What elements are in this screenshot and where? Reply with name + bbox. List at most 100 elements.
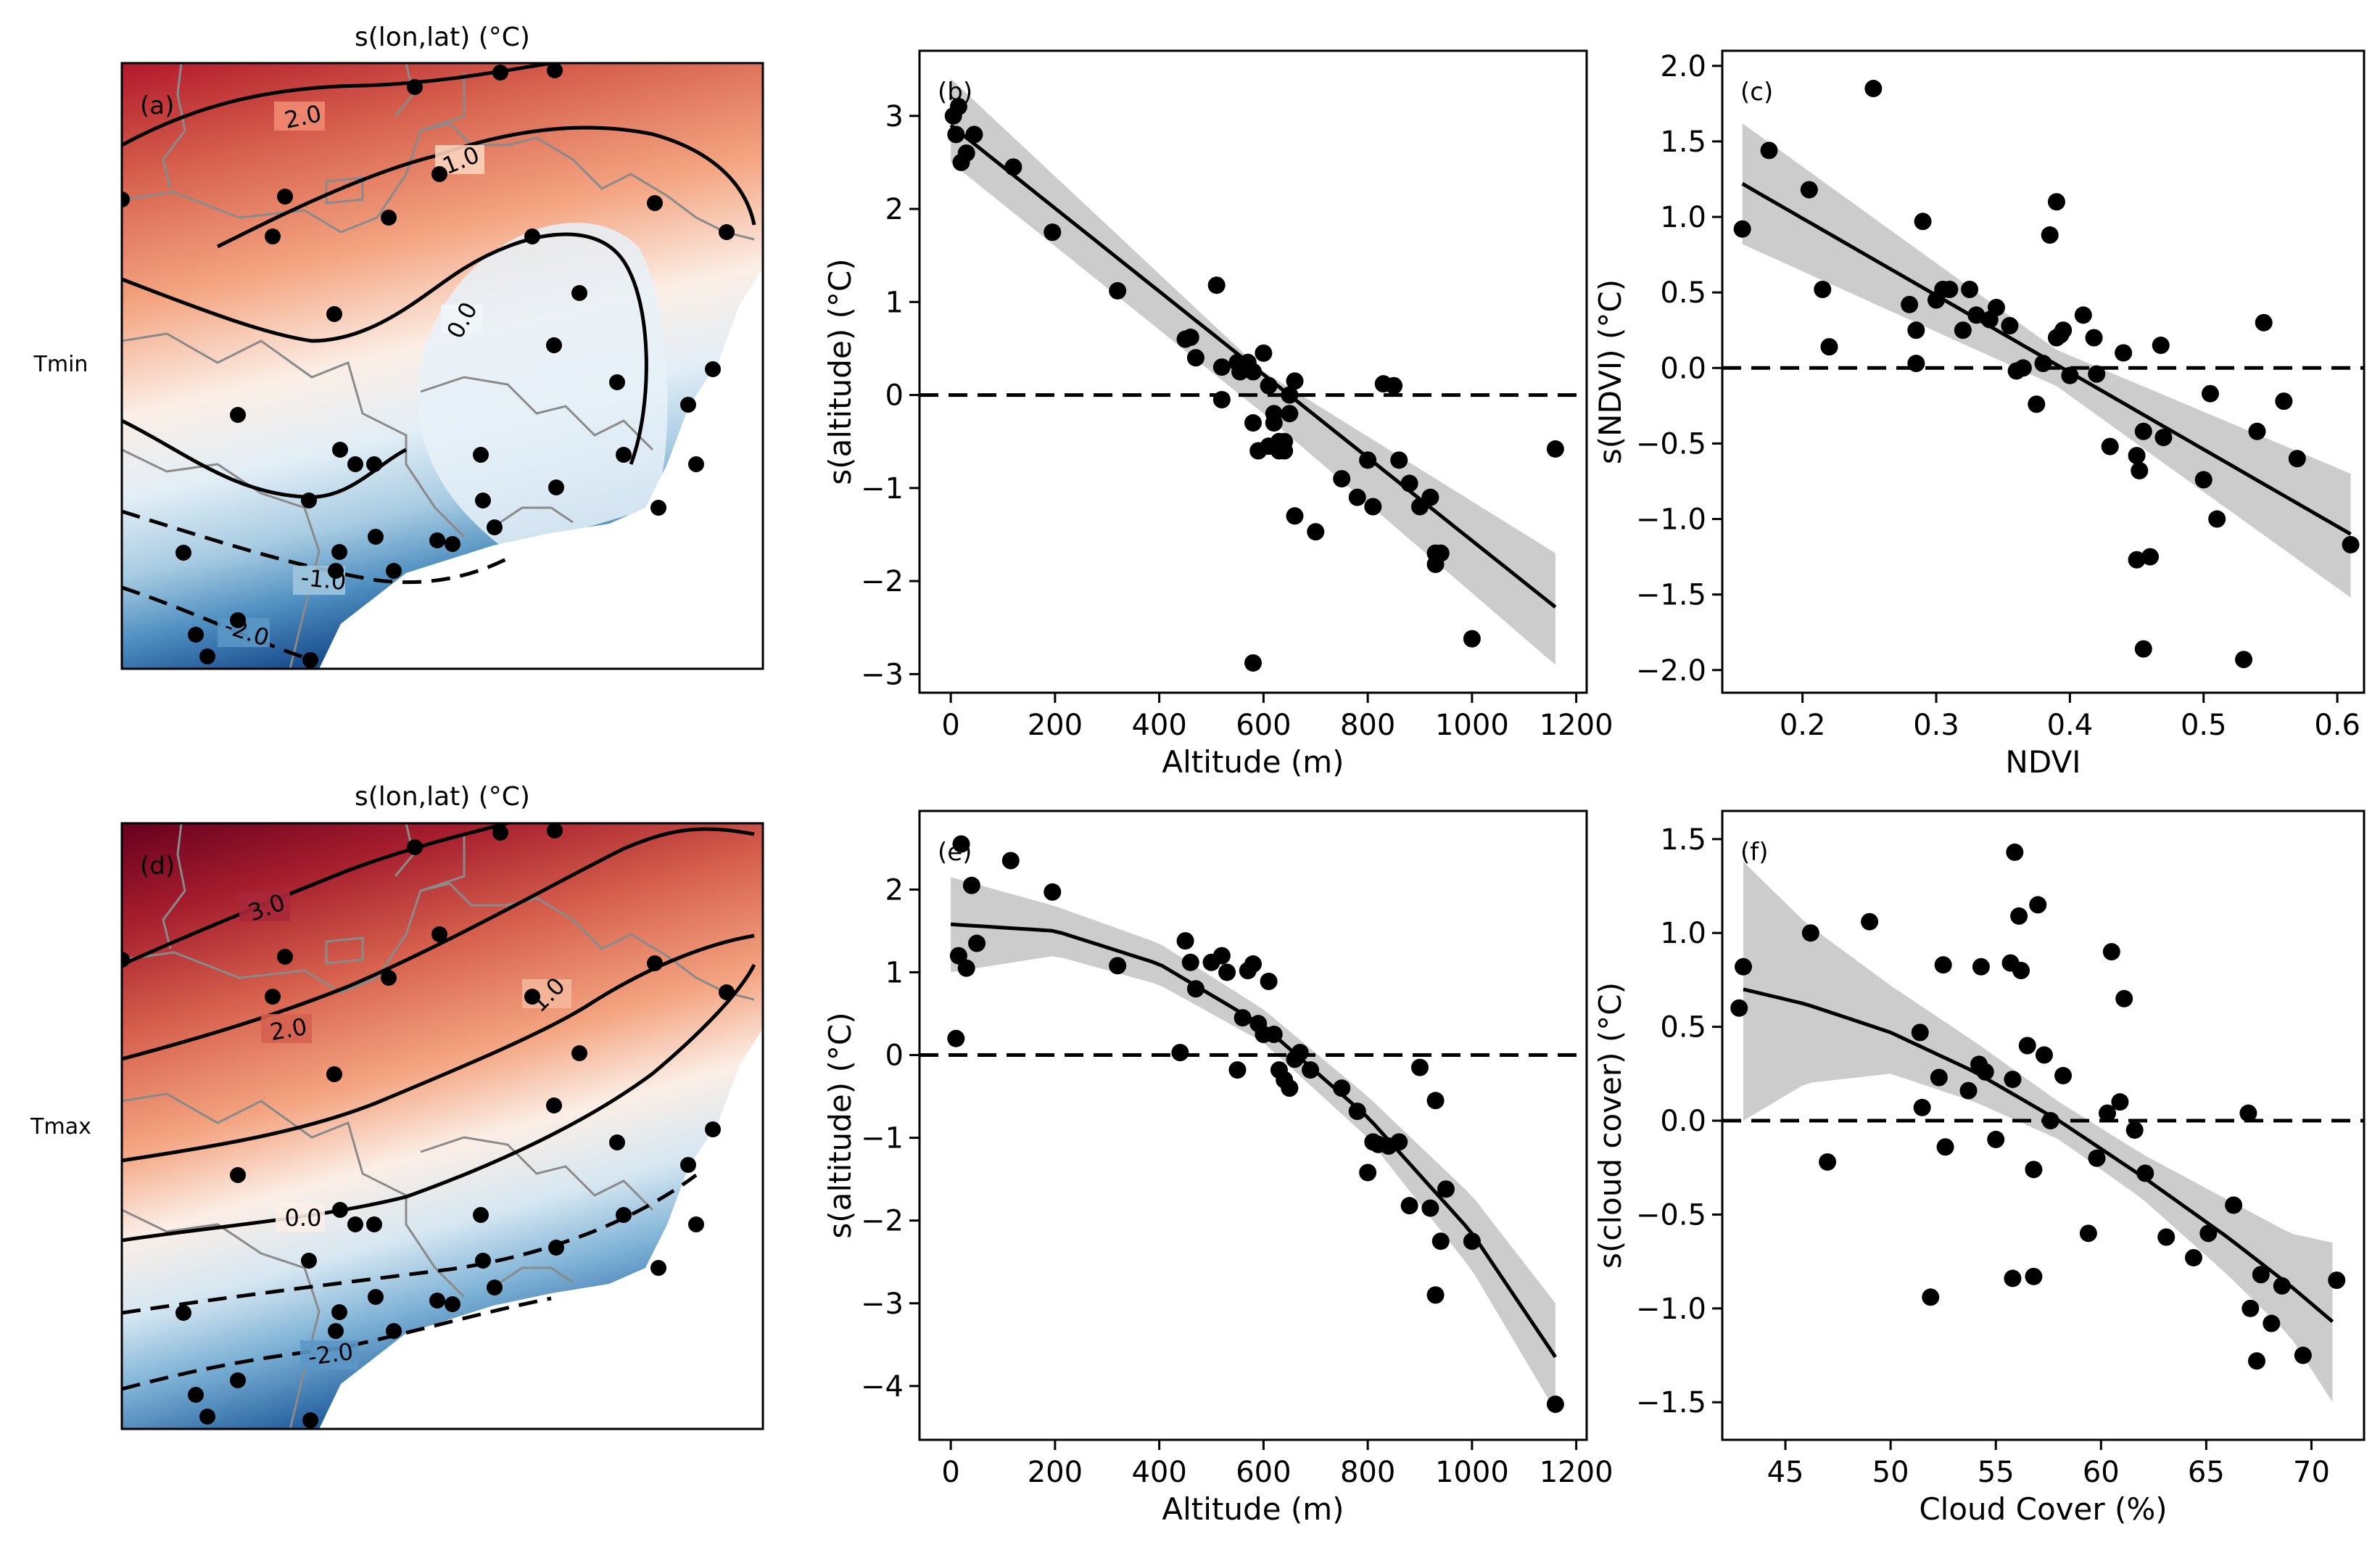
data-point-b [1260, 376, 1278, 395]
data-point-f [1922, 1288, 1940, 1306]
data-point-c [2054, 321, 2073, 339]
y-axis-label-e: s(altitude) (°C) [822, 1012, 858, 1238]
x-tick-label-b: 1000 [1435, 709, 1509, 742]
data-point-b [1244, 654, 1262, 672]
data-point-e [1302, 1061, 1320, 1079]
data-point-c [2001, 316, 2019, 334]
contour-label-d-5: -2.0 [306, 1338, 355, 1371]
x-axis-label-e: Altitude (m) [1162, 1491, 1344, 1527]
x-tick-label-c: 0.3 [1913, 709, 1959, 742]
x-tick-label-f: 60 [2083, 1456, 2120, 1489]
data-point-c [1961, 281, 1979, 299]
data-point-f [1911, 1023, 1929, 1042]
data-point-c [2131, 461, 2149, 479]
data-point-f [1819, 1153, 1837, 1171]
row-label-tmin: Tmin [33, 352, 88, 377]
data-point-c [2101, 437, 2119, 456]
data-point-b [1281, 405, 1299, 423]
data-point-c [2154, 429, 2173, 447]
x-tick-label-e: 200 [1028, 1456, 1083, 1489]
data-point-e [1437, 1180, 1455, 1198]
data-point-e [1348, 1103, 1366, 1121]
data-point-c [2134, 422, 2152, 440]
data-point-e [949, 947, 967, 965]
data-point-e [1431, 1232, 1450, 1251]
map-panel-d: s(lon,lat) (°C) [120, 782, 764, 1430]
data-point-e [1186, 980, 1205, 998]
data-point-f [2111, 1093, 2129, 1111]
data-point-c [1954, 321, 1972, 339]
x-tick-label-b: 400 [1131, 709, 1186, 742]
data-point-b [1212, 358, 1231, 376]
data-point-b [1385, 376, 1403, 395]
data-point-f [1913, 1098, 1931, 1116]
contour-labels-a: 2.0 1.0 0.0 -1.0 -2.0 [218, 99, 484, 652]
data-point-c [2141, 548, 2159, 566]
data-point-f [1976, 1063, 1994, 1081]
y-tick-label-e: −4 [861, 1370, 904, 1404]
data-point-c [2342, 535, 2360, 553]
data-point-f [2252, 1266, 2270, 1284]
chart-panel-c: 0.2 0.3 0.4 0.5 0.6 −2.0 −1.5 −1.0 −0.5 0.0 0.5 1.0… [1592, 49, 2365, 780]
y-tick-label-b: 3 [885, 100, 904, 133]
data-point-f [2125, 1121, 2144, 1139]
x-tick-label-e: 1200 [1540, 1456, 1613, 1489]
data-point-f [2115, 989, 2133, 1008]
data-point-e [1218, 963, 1236, 981]
x-tick-label-c: 0.4 [2047, 709, 2094, 742]
axes-frame-e [918, 809, 1588, 1441]
data-point-b [1109, 281, 1127, 300]
data-point-f [2025, 1267, 2043, 1285]
data-point-b [1421, 488, 1439, 506]
data-point-f [2263, 1314, 2281, 1332]
data-point-e [1244, 955, 1262, 973]
y-tick-label-c: −1.0 [1636, 503, 1706, 537]
data-point-e [1400, 1197, 1418, 1215]
y-tick-label-c: 0.0 [1660, 352, 1706, 385]
data-point-c [2201, 384, 2219, 403]
contours-d [122, 823, 756, 1391]
data-point-e [1390, 1133, 1408, 1151]
data-point-c [2152, 337, 2170, 355]
data-point-b [1286, 372, 1304, 390]
data-point-e [1176, 932, 1194, 950]
data-point-c [1760, 141, 1778, 160]
data-point-c [1907, 321, 1925, 339]
data-point-b [1276, 432, 1294, 450]
x-tick-label-f: 70 [2293, 1456, 2330, 1489]
data-point-e [1181, 953, 1199, 971]
x-tick-label-b: 0 [941, 709, 959, 742]
data-point-b [1400, 474, 1418, 493]
data-point-f [2004, 1071, 2022, 1089]
y-axis-label-b: s(altitude) (°C) [822, 258, 858, 485]
axes-frame-c [1721, 49, 2365, 694]
data-point-c [2128, 447, 2146, 465]
data-point-f [2273, 1277, 2291, 1295]
data-point-b [1390, 451, 1408, 469]
row-label-tmax: Tmax [30, 1114, 91, 1140]
data-point-e [1044, 883, 1062, 901]
data-point-b [1546, 440, 1564, 458]
y-tick-label-e: 2 [885, 873, 904, 907]
x-tick-label-e: 1000 [1435, 1456, 1509, 1489]
data-point-f [2239, 1104, 2257, 1122]
chart-panel-b: 0 200 400 600 800 1000 1200 −3 −2 −1 0 1 2 3 Altitude … [822, 49, 1613, 780]
data-point-e [1426, 1092, 1445, 1110]
data-point-c [2288, 450, 2306, 468]
data-point-e [1234, 1009, 1252, 1027]
data-point-b [1333, 470, 1351, 487]
data-point-b [1281, 386, 1299, 404]
data-point-c [2047, 193, 2065, 211]
data-point-f [2054, 1066, 2073, 1084]
data-point-c [1814, 281, 1832, 299]
y-tick-label-f: −1.5 [1636, 1386, 1706, 1420]
panel-label-f: (f) [1740, 838, 1769, 867]
x-tick-label-f: 55 [1978, 1456, 2015, 1489]
data-point-c [2074, 306, 2092, 324]
data-point-f [2006, 843, 2024, 861]
y-tick-label-c: 1.5 [1660, 125, 1706, 159]
x-axis-label-b: Altitude (m) [1162, 744, 1344, 780]
data-point-e [968, 934, 986, 952]
x-tick-label-e: 600 [1236, 1456, 1291, 1489]
y-tick-label-f: 1.0 [1660, 917, 1706, 950]
